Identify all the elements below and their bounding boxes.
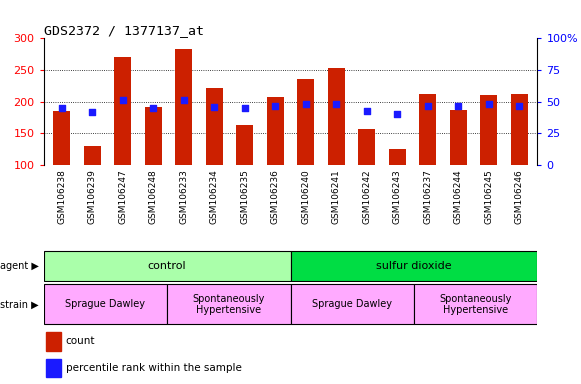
Bar <box>267 97 284 165</box>
Text: GSM106248: GSM106248 <box>149 169 158 224</box>
Bar <box>44 251 290 281</box>
Bar <box>46 332 61 351</box>
Point <box>118 98 127 104</box>
Text: GDS2372 / 1377137_at: GDS2372 / 1377137_at <box>44 24 203 37</box>
Text: GSM106244: GSM106244 <box>454 169 462 224</box>
Text: Spontaneously
Hypertensive: Spontaneously Hypertensive <box>439 293 512 315</box>
Point <box>423 103 432 109</box>
Point <box>179 98 188 104</box>
Bar <box>297 79 314 165</box>
Point <box>393 111 402 118</box>
Text: agent ▶: agent ▶ <box>0 261 39 271</box>
Point <box>57 105 66 111</box>
Bar <box>145 107 162 165</box>
Point <box>301 101 310 108</box>
Bar <box>450 110 467 165</box>
Text: GSM106241: GSM106241 <box>332 169 340 224</box>
Bar <box>236 125 253 165</box>
Point <box>271 103 280 109</box>
Text: GSM106237: GSM106237 <box>423 169 432 224</box>
Point <box>332 101 341 108</box>
Bar <box>511 94 528 165</box>
Text: sulfur dioxide: sulfur dioxide <box>376 261 452 271</box>
Text: GSM106240: GSM106240 <box>301 169 310 224</box>
Bar <box>290 285 414 324</box>
Bar <box>53 111 70 165</box>
Text: Spontaneously
Hypertensive: Spontaneously Hypertensive <box>192 293 265 315</box>
Text: strain ▶: strain ▶ <box>0 299 38 310</box>
Point <box>210 104 219 110</box>
Text: Sprague Dawley: Sprague Dawley <box>65 299 145 310</box>
Point <box>362 108 371 114</box>
Bar <box>46 359 61 377</box>
Text: GSM106235: GSM106235 <box>241 169 249 224</box>
Point <box>240 105 249 111</box>
Text: GSM106247: GSM106247 <box>119 169 127 224</box>
Text: GSM106246: GSM106246 <box>515 169 523 224</box>
Bar <box>206 88 223 165</box>
Text: percentile rank within the sample: percentile rank within the sample <box>66 363 242 373</box>
Bar <box>480 95 497 165</box>
Text: GSM106238: GSM106238 <box>58 169 66 224</box>
Bar <box>175 48 192 165</box>
Point <box>484 101 493 108</box>
Bar <box>167 285 290 324</box>
Bar <box>389 149 406 165</box>
Text: GSM106236: GSM106236 <box>271 169 280 224</box>
Bar <box>114 57 131 165</box>
Text: GSM106242: GSM106242 <box>362 169 371 224</box>
Text: count: count <box>66 336 95 346</box>
Text: control: control <box>148 261 187 271</box>
Bar <box>290 251 537 281</box>
Point <box>149 105 158 111</box>
Text: GSM106234: GSM106234 <box>210 169 219 224</box>
Bar <box>84 146 101 165</box>
Bar <box>328 68 345 165</box>
Point <box>515 103 524 109</box>
Text: GSM106245: GSM106245 <box>484 169 493 224</box>
Text: GSM106239: GSM106239 <box>88 169 97 224</box>
Bar <box>44 285 167 324</box>
Text: GSM106233: GSM106233 <box>180 169 188 224</box>
Point <box>88 109 97 115</box>
Text: GSM106243: GSM106243 <box>393 169 401 224</box>
Point <box>454 103 463 109</box>
Bar <box>419 94 436 165</box>
Bar <box>414 285 537 324</box>
Text: Sprague Dawley: Sprague Dawley <box>312 299 392 310</box>
Bar <box>358 129 375 165</box>
